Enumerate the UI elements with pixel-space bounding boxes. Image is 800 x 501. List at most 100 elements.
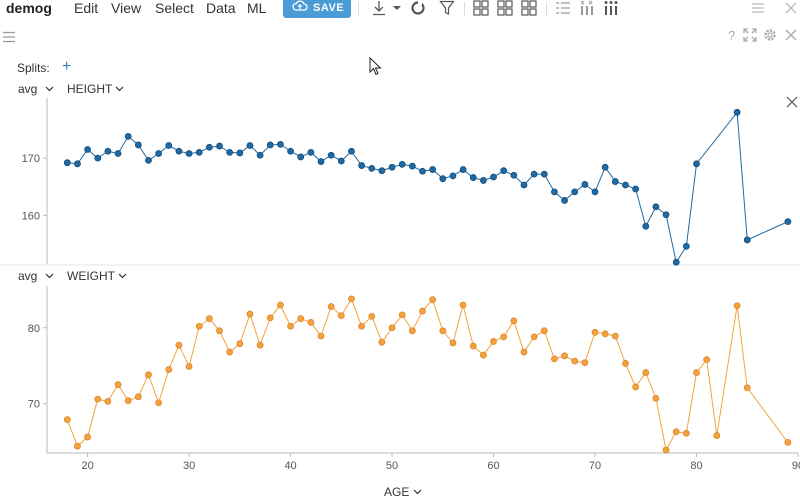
- bottom-aggregation-selector[interactable]: avg: [18, 269, 54, 283]
- data-point: [185, 150, 193, 157]
- layout-tiles-icon[interactable]: [521, 0, 537, 16]
- data-point: [175, 341, 183, 349]
- data-point: [743, 236, 751, 244]
- data-point: [124, 397, 132, 405]
- top-column-selector[interactable]: HEIGHT: [67, 82, 124, 96]
- data-point: [358, 162, 366, 169]
- data-point: [540, 327, 548, 335]
- save-button[interactable]: SAVE: [283, 0, 351, 18]
- data-point: [236, 149, 244, 157]
- toolbar-divider: [358, 2, 359, 16]
- data-point: [540, 170, 548, 178]
- data-point: [408, 162, 416, 170]
- data-point: [591, 188, 599, 196]
- data-point: [510, 171, 518, 179]
- close-viewer-icon[interactable]: [784, 28, 798, 42]
- data-point: [743, 384, 751, 392]
- data-point: [581, 359, 589, 367]
- data-point: [216, 327, 223, 335]
- menu-data[interactable]: Data: [206, 0, 236, 16]
- data-point: [307, 148, 315, 156]
- top-aggregation-selector[interactable]: avg: [18, 82, 54, 96]
- chevron-down-icon: [118, 273, 127, 279]
- data-point: [297, 153, 305, 161]
- chevron-down-icon: [413, 489, 422, 495]
- data-point: [682, 242, 690, 250]
- data-point: [368, 312, 376, 320]
- data-point: [287, 322, 294, 330]
- x-tick-label: 80: [690, 460, 702, 472]
- data-point: [104, 147, 112, 155]
- bottom-aggregation-value: avg: [18, 269, 38, 283]
- layout-grid-alt-icon[interactable]: [497, 0, 513, 16]
- data-point: [703, 356, 711, 364]
- data-point: [459, 301, 467, 309]
- expand-icon[interactable]: [743, 28, 757, 42]
- data-point: [84, 433, 91, 441]
- data-point: [500, 333, 508, 341]
- add-split-button[interactable]: +: [62, 58, 72, 75]
- data-point: [662, 446, 670, 454]
- data-point: [63, 416, 71, 424]
- data-point: [246, 310, 254, 318]
- data-point: [165, 142, 173, 149]
- y-tick-label: 70: [28, 399, 40, 411]
- data-point: [469, 342, 477, 350]
- data-point: [459, 166, 467, 173]
- data-point: [317, 158, 325, 165]
- menu-view[interactable]: View: [111, 0, 142, 16]
- data-point: [297, 315, 305, 323]
- chevron-down-icon[interactable]: [392, 0, 402, 16]
- chevron-down-icon: [45, 273, 54, 279]
- data-point: [490, 338, 497, 345]
- data-point: [693, 369, 700, 376]
- data-point: [368, 165, 376, 172]
- data-point: [693, 160, 700, 168]
- bottom-column-value: WEIGHT: [67, 269, 115, 283]
- filter-icon[interactable]: [439, 0, 455, 16]
- column-hide-icon[interactable]: [579, 0, 595, 16]
- menu-select[interactable]: Select: [155, 0, 194, 16]
- list-view-icon[interactable]: [555, 0, 571, 16]
- menu-edit[interactable]: Edit: [74, 0, 99, 16]
- data-point: [571, 357, 579, 365]
- data-point: [246, 142, 254, 149]
- top-aggregation-value: avg: [18, 82, 38, 96]
- data-point: [195, 148, 203, 156]
- settings-gear-icon[interactable]: [763, 28, 777, 42]
- layout-grid-icon[interactable]: [473, 0, 489, 16]
- data-point: [713, 432, 721, 439]
- x-axis-column-selector[interactable]: AGE: [384, 485, 422, 499]
- bottom-column-selector[interactable]: WEIGHT: [67, 269, 127, 283]
- data-point: [611, 332, 619, 340]
- data-point: [266, 141, 274, 149]
- x-tick-label: 20: [81, 460, 93, 472]
- data-point: [388, 163, 396, 171]
- help-icon[interactable]: ?: [726, 28, 738, 42]
- column-stats-icon[interactable]: [603, 0, 619, 16]
- refresh-icon[interactable]: [410, 0, 426, 16]
- data-point: [429, 296, 437, 304]
- data-point: [561, 197, 568, 204]
- data-point: [632, 185, 640, 193]
- data-point: [469, 174, 477, 181]
- data-point: [632, 383, 640, 391]
- close-panel-icon[interactable]: [786, 96, 798, 108]
- app-title: demog: [6, 0, 52, 16]
- data-point: [652, 203, 660, 211]
- menu-ml[interactable]: ML: [247, 0, 267, 16]
- close-icon[interactable]: [784, 1, 798, 15]
- y-tick-label: 160: [22, 210, 40, 222]
- data-point: [104, 397, 112, 405]
- data-point: [601, 163, 609, 171]
- download-icon[interactable]: [371, 0, 387, 16]
- data-point: [449, 172, 457, 180]
- data-point: [195, 322, 203, 330]
- hamburger-icon[interactable]: [2, 31, 16, 43]
- menu-icon[interactable]: [751, 1, 765, 15]
- data-point: [520, 181, 528, 189]
- data-point: [287, 147, 294, 155]
- data-point: [408, 327, 416, 335]
- data-point: [175, 147, 183, 155]
